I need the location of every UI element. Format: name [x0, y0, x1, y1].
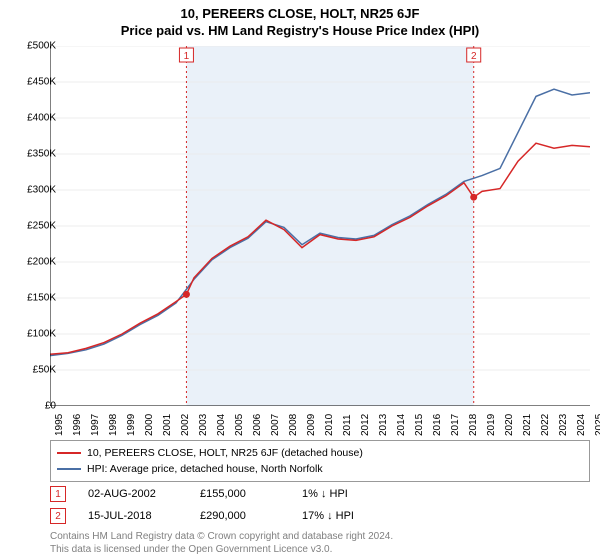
- x-tick-label: 2022: [540, 414, 551, 436]
- sale-price: £290,000: [200, 510, 280, 522]
- x-tick-label: 2009: [306, 414, 317, 436]
- chart-area: 12: [50, 46, 590, 406]
- svg-text:1: 1: [184, 51, 190, 62]
- x-tick-label: 2017: [450, 414, 461, 436]
- x-tick-label: 2002: [180, 414, 191, 436]
- x-tick-label: 2025: [594, 414, 600, 436]
- attribution-line: Contains HM Land Registry data © Crown c…: [50, 530, 590, 543]
- y-tick-label: £450K: [16, 77, 56, 88]
- y-tick-label: £500K: [16, 41, 56, 52]
- y-tick-label: £50K: [16, 365, 56, 376]
- legend-swatch: [57, 452, 81, 454]
- x-tick-label: 2004: [216, 414, 227, 436]
- x-tick-label: 2016: [432, 414, 443, 436]
- chart-container: 10, PEREERS CLOSE, HOLT, NR25 6JF Price …: [0, 0, 600, 560]
- legend-label: 10, PEREERS CLOSE, HOLT, NR25 6JF (detac…: [87, 445, 363, 461]
- legend: 10, PEREERS CLOSE, HOLT, NR25 6JF (detac…: [50, 440, 590, 482]
- sale-row: 1 02-AUG-2002 £155,000 1% ↓ HPI: [50, 486, 590, 502]
- marker-badge: 2: [50, 508, 66, 524]
- x-tick-label: 1997: [90, 414, 101, 436]
- legend-label: HPI: Average price, detached house, Nort…: [87, 461, 323, 477]
- sale-price: £155,000: [200, 488, 280, 500]
- y-tick-label: £150K: [16, 293, 56, 304]
- marker-badge: 1: [50, 486, 66, 502]
- x-tick-label: 2015: [414, 414, 425, 436]
- sale-delta: 1% ↓ HPI: [302, 488, 348, 500]
- x-tick-label: 2019: [486, 414, 497, 436]
- sale-delta: 17% ↓ HPI: [302, 510, 354, 522]
- x-tick-label: 2011: [342, 414, 353, 436]
- attribution-line: This data is licensed under the Open Gov…: [50, 543, 590, 556]
- x-tick-label: 2014: [396, 414, 407, 436]
- x-tick-label: 1999: [126, 414, 137, 436]
- x-tick-label: 2005: [234, 414, 245, 436]
- x-tick-label: 2013: [378, 414, 389, 436]
- x-tick-label: 2021: [522, 414, 533, 436]
- page-subtitle: Price paid vs. HM Land Registry's House …: [0, 23, 600, 38]
- svg-text:2: 2: [471, 51, 477, 62]
- x-tick-label: 2010: [324, 414, 335, 436]
- y-tick-label: £100K: [16, 329, 56, 340]
- legend-swatch: [57, 468, 81, 470]
- x-tick-label: 2018: [468, 414, 479, 436]
- x-tick-label: 2007: [270, 414, 281, 436]
- sale-date: 02-AUG-2002: [88, 488, 178, 500]
- x-tick-label: 2024: [576, 414, 587, 436]
- y-tick-label: £200K: [16, 257, 56, 268]
- x-tick-label: 2020: [504, 414, 515, 436]
- legend-item: HPI: Average price, detached house, Nort…: [57, 461, 583, 477]
- attribution: Contains HM Land Registry data © Crown c…: [50, 530, 590, 556]
- y-tick-label: £350K: [16, 149, 56, 160]
- x-tick-label: 1998: [108, 414, 119, 436]
- x-tick-label: 2012: [360, 414, 371, 436]
- x-tick-label: 2008: [288, 414, 299, 436]
- line-chart: 12: [50, 46, 590, 406]
- legend-item: 10, PEREERS CLOSE, HOLT, NR25 6JF (detac…: [57, 445, 583, 461]
- page-title: 10, PEREERS CLOSE, HOLT, NR25 6JF: [0, 0, 600, 21]
- x-tick-label: 2023: [558, 414, 569, 436]
- x-tick-label: 2001: [162, 414, 173, 436]
- y-tick-label: £300K: [16, 185, 56, 196]
- y-tick-label: £0: [16, 401, 56, 412]
- sale-row: 2 15-JUL-2018 £290,000 17% ↓ HPI: [50, 508, 590, 524]
- x-tick-label: 2003: [198, 414, 209, 436]
- x-tick-label: 2000: [144, 414, 155, 436]
- sale-date: 15-JUL-2018: [88, 510, 178, 522]
- x-tick-label: 1996: [72, 414, 83, 436]
- x-tick-label: 2006: [252, 414, 263, 436]
- y-tick-label: £250K: [16, 221, 56, 232]
- x-tick-label: 1995: [54, 414, 65, 436]
- y-tick-label: £400K: [16, 113, 56, 124]
